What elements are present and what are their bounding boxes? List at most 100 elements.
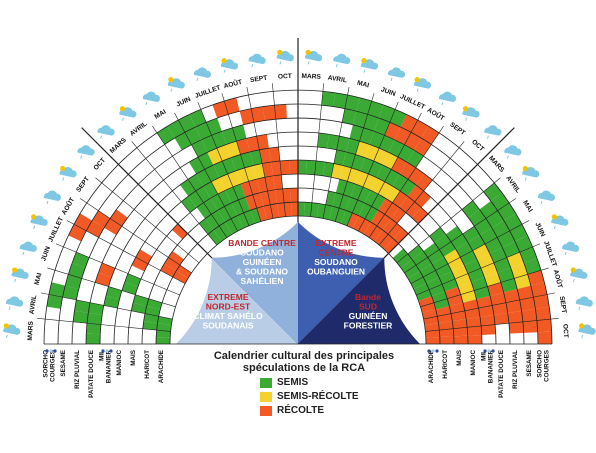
crop-cell-q4-r6-c4 bbox=[474, 218, 492, 236]
crop-cell-q2-r1-c8 bbox=[238, 197, 251, 213]
crop-cell-q3-r1-c10 bbox=[364, 206, 379, 223]
crop-cell-q3-r3-c4 bbox=[331, 163, 343, 180]
crop-cell-q1-r2-c4 bbox=[131, 302, 147, 314]
crop-cell-q4-r0-c7 bbox=[413, 283, 430, 296]
zone-extreme-nord-est-line-3: SOUDANAIS bbox=[202, 321, 253, 331]
month-spoke-2-2 bbox=[322, 86, 350, 219]
crop-cell-q1-r8-c4 bbox=[48, 282, 66, 298]
month-spoke-0-4 bbox=[55, 243, 180, 296]
crop-dot-right-4-1 bbox=[487, 349, 491, 353]
crop-cell-q4-r0-c15 bbox=[425, 337, 440, 344]
weather-cloud-icon-1-0 bbox=[97, 125, 115, 136]
crop-cell-q3-r1-c12 bbox=[376, 214, 391, 230]
crop-cell-q3-r4-c11 bbox=[392, 174, 408, 192]
month-spoke-1-1 bbox=[131, 141, 218, 246]
month-label-q3-2: MAI bbox=[356, 80, 370, 90]
crop-cell-q4-r3-c4 bbox=[439, 241, 456, 257]
weather-sun-icon-2-4 bbox=[414, 77, 420, 83]
crop-cell-q2-r5-c6 bbox=[198, 152, 214, 170]
crop-cell-q2-r5-c10 bbox=[236, 138, 250, 155]
legend-item-recolte: RÉCOLTE bbox=[260, 405, 404, 416]
weather-rain-icon-1-1 bbox=[121, 117, 124, 121]
legend-label-recolte: RÉCOLTE bbox=[277, 405, 325, 416]
crop-cell-q3-r3-c9 bbox=[370, 177, 385, 195]
month-spoke-3-2 bbox=[404, 198, 517, 274]
month-label-q1-4: JUILLET bbox=[47, 216, 65, 243]
month-spoke-3-1 bbox=[396, 177, 501, 264]
weather-rain-icon-3-2 bbox=[540, 200, 543, 205]
weather-cloud-icon-3-2 bbox=[537, 190, 556, 201]
weather-rain-icon-0-4 bbox=[33, 225, 36, 230]
crop-cell-q3-r3-c3 bbox=[322, 161, 334, 178]
crop-label-right-0-0: ARACHIDE bbox=[428, 350, 435, 383]
weather-rain-icon-1-0 bbox=[100, 135, 103, 139]
crop-cell-q4-r2-c4 bbox=[427, 249, 444, 264]
crop-cell-q2-r7-c6 bbox=[184, 127, 202, 145]
crop-cell-q2-r5-c8 bbox=[216, 144, 232, 162]
crop-cell-q3-r2-c12 bbox=[384, 202, 400, 219]
weather-cloud-icon-0-5 bbox=[43, 190, 62, 201]
crop-cell-q3-r5-c5 bbox=[346, 138, 360, 155]
crop-cell-q4-r6-c14 bbox=[508, 321, 524, 334]
zone-extreme-centre-line-1: CENTRE bbox=[319, 248, 354, 258]
crop-cell-q4-r0-c8 bbox=[416, 289, 432, 301]
crop-cell-q4-r7-c3 bbox=[479, 201, 498, 219]
weather-cloud-icon-3-0 bbox=[504, 145, 522, 156]
crop-cell-q2-r4-c10 bbox=[240, 151, 254, 168]
crop-cell-q4-r3-c11 bbox=[462, 299, 479, 311]
month-spoke-2-3 bbox=[334, 93, 375, 222]
crop-cell-q3-r6-c10 bbox=[397, 144, 415, 163]
crop-cell-q4-r8-c3 bbox=[490, 192, 510, 211]
crop-cell-q2-r1-c14 bbox=[282, 188, 292, 203]
crop-cell-q4-r4-c10 bbox=[474, 286, 491, 300]
month-label-q1-6: SEPT bbox=[75, 176, 91, 194]
weather-rain-icon-2-7 bbox=[486, 135, 489, 139]
crop-cell-q3-r6-c11 bbox=[406, 150, 424, 168]
crop-cell-q4-r1-c7 bbox=[426, 277, 443, 290]
crop-cell-q3-r6-c9 bbox=[388, 139, 405, 158]
crop-cell-q4-r2-c14 bbox=[453, 327, 468, 337]
month-spoke-2-7 bbox=[378, 141, 465, 246]
crop-cell-q4-r8-c11 bbox=[530, 282, 548, 298]
crop-cell-q4-r8-c4 bbox=[497, 202, 516, 221]
crop-cell-q2-r2-c12 bbox=[264, 175, 276, 191]
crop-cell-q3-r8-c2 bbox=[321, 91, 336, 107]
crop-cell-q2-r1-c13 bbox=[275, 188, 285, 204]
crop-cell-q1-r3-c10 bbox=[135, 249, 153, 264]
month-spoke-0-7 bbox=[95, 177, 200, 264]
weather-cloud-icon-3-4 bbox=[562, 241, 580, 252]
weather-sun-icon-3-5 bbox=[570, 267, 576, 273]
weather-cloud-icon-1-6 bbox=[248, 53, 266, 65]
zone-extreme-nord-est bbox=[176, 257, 298, 344]
month-label-q1-2: MAI bbox=[34, 272, 44, 286]
crop-cell-q4-r8-c8 bbox=[519, 246, 538, 264]
weather-sun-icon-1-3 bbox=[168, 77, 174, 83]
crop-cell-q4-r3-c14 bbox=[467, 325, 482, 336]
crop-cell-q4-r5-c5 bbox=[467, 235, 485, 251]
crop-cell-q2-r1-c15 bbox=[290, 188, 298, 203]
crop-cell-q1-r8-c3 bbox=[46, 294, 63, 309]
crop-cell-q2-r4-c6 bbox=[204, 165, 220, 182]
month-label-q2-2: MAI bbox=[153, 108, 167, 120]
crop-cell-q2-r0-c8 bbox=[243, 210, 255, 226]
month-label-q2-5: AOÛT bbox=[223, 77, 243, 90]
crop-cell-q4-r5-c10 bbox=[487, 282, 504, 296]
crop-cell-q3-r1-c7 bbox=[345, 197, 358, 213]
crop-cell-q3-r7-c10 bbox=[404, 132, 422, 151]
crop-cell-q3-r4-c5 bbox=[342, 151, 356, 168]
month-spoke-2-6 bbox=[368, 125, 444, 238]
crop-cell-q4-r7-c14 bbox=[522, 320, 538, 333]
crop-cell-q3-r5-c4 bbox=[336, 136, 350, 152]
weather-cloud-icon-0-1 bbox=[5, 296, 24, 307]
crop-cell-q2-r0-c5 bbox=[225, 218, 238, 235]
crop-cell-q3-r8-c7 bbox=[378, 104, 396, 123]
month-label-q2-1: AVRIL bbox=[129, 121, 149, 138]
crop-cell-q4-r6-c10 bbox=[500, 278, 518, 293]
weather-sun-icon-1-5 bbox=[221, 58, 227, 64]
diagram-title-line-1: Calendrier cultural des principales bbox=[213, 350, 395, 362]
crop-cell-q4-r3-c6 bbox=[447, 257, 465, 272]
crop-cell-q3-r0-c12 bbox=[369, 225, 383, 242]
crop-cell-q1-r1-c12 bbox=[168, 251, 184, 266]
crop-cell-q2-r2-c11 bbox=[256, 177, 268, 193]
crop-cell-q4-r8-c9 bbox=[523, 258, 542, 275]
